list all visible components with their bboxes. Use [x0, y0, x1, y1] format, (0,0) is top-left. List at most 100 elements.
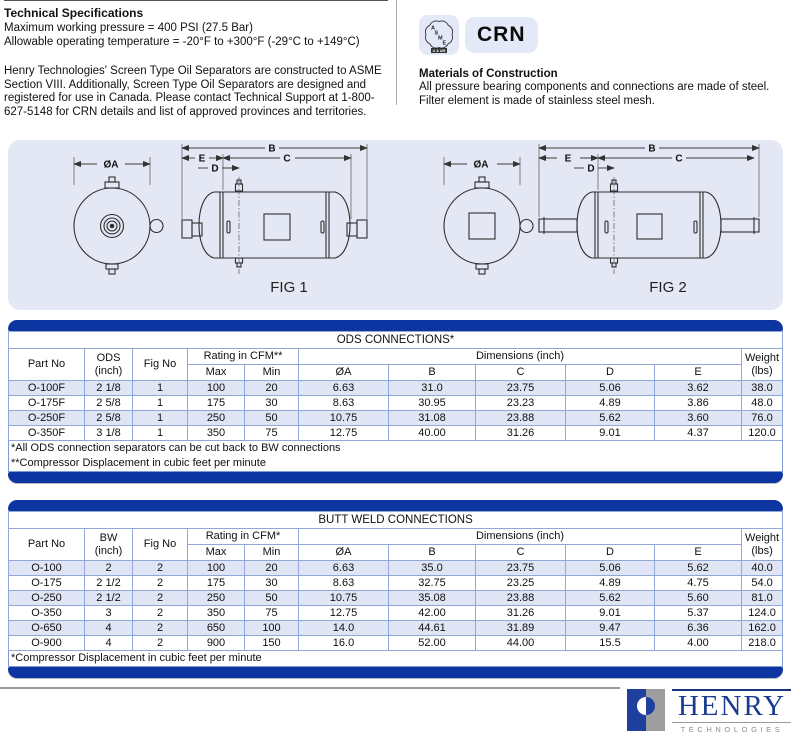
cell-dim-c: 23.75 [475, 560, 566, 576]
cell-cfm-max: 250 [187, 590, 245, 606]
col-header-weight: Weight (lbs) [740, 528, 784, 561]
materials-text: All pressure bearing components and conn… [419, 81, 770, 107]
table-row: O-900 4 2 900 150 16.0 52.00 44.00 15.5 … [8, 635, 784, 651]
cell-fig-no: 2 [132, 635, 188, 651]
cell-dim-b: 32.75 [388, 575, 476, 591]
col-header-rating: Rating in CFM* [187, 528, 299, 545]
cell-bw-size: 2 1/2 [84, 575, 133, 591]
figures-panel: ØA [8, 140, 783, 310]
fig2-dim-d-label: D [587, 164, 594, 175]
cell-dim-e: 5.37 [654, 605, 742, 621]
cell-dim-b: 44.61 [388, 620, 476, 636]
bw-table: BUTT WELD CONNECTIONS Part No BW (inch) … [7, 511, 784, 667]
asme-u-um-label: U & UM [433, 49, 446, 53]
column-divider [396, 0, 397, 105]
cell-fig-no: 2 [132, 605, 188, 621]
nameplate [468, 212, 496, 240]
cell-weight: 48.0 [740, 395, 784, 411]
fig2-dim-a-label: ØA [474, 160, 489, 171]
col-header-dimensions: Dimensions (inch) [298, 348, 742, 365]
cell-cfm-max: 175 [187, 575, 245, 591]
table-top-bar [8, 500, 783, 511]
table-row: O-350F 3 1/8 1 350 75 12.75 40.00 31.26 … [8, 425, 784, 441]
cell-weight: 120.0 [740, 425, 784, 441]
cell-cfm-min: 150 [244, 635, 299, 651]
materials-section: A S M E U & UM CRN Materials of Construc… [419, 14, 783, 108]
col-header-min: Min [244, 544, 299, 561]
cell-dim-b: 30.95 [388, 395, 476, 411]
cell-cfm-min: 75 [244, 605, 299, 621]
footnote: *Compressor Displacement in cubic feet p… [11, 652, 262, 664]
cell-dim-a: 8.63 [298, 575, 389, 591]
ods-fitting [99, 213, 125, 239]
table-row: O-100 2 2 100 20 6.63 35.0 23.75 5.06 5.… [8, 560, 784, 576]
cell-weight: 76.0 [740, 410, 784, 426]
cell-part-no: O-350 [8, 605, 85, 621]
cell-dim-b: 40.00 [388, 425, 476, 441]
size-header-line1: BW (inch) [94, 531, 123, 557]
fig1-dim-c-label: C [283, 154, 290, 165]
ods-stub-left [181, 219, 193, 239]
cell-part-no: O-250 [8, 590, 85, 606]
fig2-side-view: B C E D [538, 144, 760, 274]
cell-weight: 124.0 [740, 605, 784, 621]
asme-letter-s: S [435, 31, 439, 37]
col-header-d: D [565, 364, 655, 381]
cell-fig-no: 2 [132, 590, 188, 606]
cell-ods-size: 2 5/8 [84, 395, 133, 411]
crn-badge: CRN [465, 17, 538, 53]
cell-ods-size: 3 1/8 [84, 425, 133, 441]
cell-cfm-min: 30 [244, 575, 299, 591]
cell-part-no: O-175F [8, 395, 85, 411]
asme-letter-e: E [443, 41, 447, 47]
asme-letter-a: A [431, 26, 435, 32]
cell-cfm-min: 100 [244, 620, 299, 636]
cell-cfm-min: 75 [244, 425, 299, 441]
ods-table: ODS CONNECTIONS* Part No ODS (inch) Fig … [7, 331, 784, 472]
cell-dim-e: 3.60 [654, 410, 742, 426]
cell-part-no: O-100 [8, 560, 85, 576]
table-row: O-250 2 1/2 2 250 50 10.75 35.08 23.88 5… [8, 590, 784, 606]
fig2-label: FIG 2 [649, 279, 687, 296]
table-title: ODS CONNECTIONS* [7, 331, 784, 349]
cell-bw-size: 4 [84, 635, 133, 651]
cell-cfm-max: 250 [187, 410, 245, 426]
col-header-b: B [388, 364, 476, 381]
brand-subtitle: TECHNOLOGIES [672, 722, 791, 733]
table-row: O-250F 2 5/8 1 250 50 10.75 31.08 23.88 … [8, 410, 784, 426]
cell-fig-no: 1 [132, 395, 188, 411]
asme-sub-plate [431, 48, 447, 53]
weight-header-line2: (lbs) [751, 544, 773, 557]
asme-letter-m: M [438, 36, 443, 42]
col-header-rating: Rating in CFM** [187, 348, 299, 365]
cell-ods-size: 2 5/8 [84, 410, 133, 426]
weight-header-line2: (lbs) [751, 364, 773, 377]
weight-header-line1: Weight [745, 531, 780, 544]
max-pressure-line: Maximum working pressure = 400 PSI (27.5… [4, 22, 253, 34]
fig1-dim-a-label: ØA [104, 160, 119, 171]
cell-dim-a: 14.0 [298, 620, 389, 636]
cell-cfm-max: 650 [187, 620, 245, 636]
col-header-weight: Weight (lbs) [740, 348, 784, 381]
fig1-end-view: ØA [73, 157, 164, 275]
cell-dim-e: 3.86 [654, 395, 742, 411]
cell-part-no: O-350F [8, 425, 85, 441]
size-header-line2: (inch) [94, 364, 123, 377]
col-header-c: C [475, 364, 566, 381]
cell-dim-b: 42.00 [388, 605, 476, 621]
cell-dim-c: 31.89 [475, 620, 566, 636]
cell-bw-size: 2 1/2 [84, 590, 133, 606]
cell-dim-c: 23.88 [475, 590, 566, 606]
table-row: O-350 3 2 350 75 12.75 42.00 31.26 9.01 … [8, 605, 784, 621]
cell-fig-no: 2 [132, 620, 188, 636]
ods-table-body: O-100F 2 1/8 1 100 20 6.63 31.0 23.75 5.… [8, 380, 784, 441]
cell-fig-no: 2 [132, 575, 188, 591]
cell-dim-c: 23.23 [475, 395, 566, 411]
cell-dim-c: 44.00 [475, 635, 566, 651]
cell-dim-e: 5.62 [654, 560, 742, 576]
cell-dim-e: 4.00 [654, 635, 742, 651]
cell-weight: 54.0 [740, 575, 784, 591]
col-header-fig-no: Fig No [132, 348, 188, 381]
cell-bw-size: 3 [84, 605, 133, 621]
